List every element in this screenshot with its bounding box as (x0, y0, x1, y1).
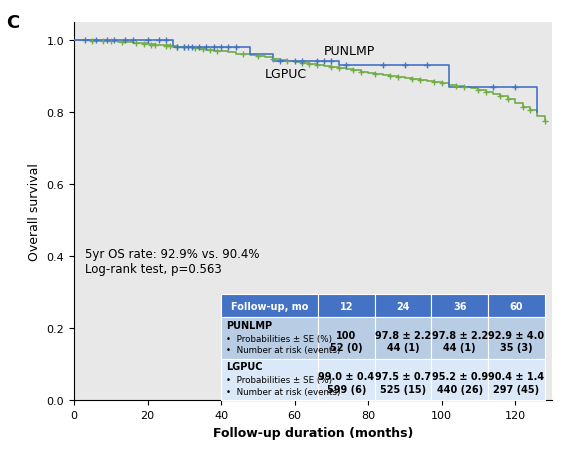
Text: 92.9 ± 4.0: 92.9 ± 4.0 (488, 330, 545, 340)
Bar (318, 359, 375, 400)
Bar (375, 359, 431, 400)
Bar (318, 318, 375, 359)
Bar (221, 359, 318, 400)
Bar (375, 318, 431, 359)
Bar (221, 294, 318, 318)
Bar (488, 318, 545, 359)
Text: 12: 12 (340, 301, 353, 311)
Text: •  Number at risk (events): • Number at risk (events) (226, 387, 340, 396)
Text: PUNLMP: PUNLMP (324, 45, 375, 57)
Bar (431, 318, 488, 359)
Text: 52 (0): 52 (0) (330, 343, 362, 353)
Text: 36: 36 (453, 301, 467, 311)
Text: Follow-up, mo: Follow-up, mo (231, 301, 308, 311)
Bar (431, 294, 488, 318)
Text: 97.8 ± 2.2: 97.8 ± 2.2 (375, 330, 431, 340)
Text: •  Probabilities ± SE (%): • Probabilities ± SE (%) (226, 334, 332, 343)
Text: 95.2 ± 0.9: 95.2 ± 0.9 (431, 371, 488, 381)
Bar (488, 359, 545, 400)
Text: 440 (26): 440 (26) (436, 384, 483, 394)
Text: 5yr OS rate: 92.9% vs. 90.4%
Log-rank test, p=0.563: 5yr OS rate: 92.9% vs. 90.4% Log-rank te… (85, 248, 259, 275)
Text: 90.4 ± 1.4: 90.4 ± 1.4 (488, 371, 545, 381)
Text: 100: 100 (336, 330, 357, 340)
Text: 297 (45): 297 (45) (493, 384, 539, 394)
Text: LGPUC: LGPUC (226, 361, 262, 371)
Text: PUNLMP: PUNLMP (226, 320, 272, 330)
Text: •  Probabilities ± SE (%): • Probabilities ± SE (%) (226, 375, 332, 384)
Text: 35 (3): 35 (3) (500, 343, 533, 353)
Y-axis label: Overall survival: Overall survival (28, 163, 41, 260)
Bar (431, 359, 488, 400)
Text: 44 (1): 44 (1) (443, 343, 476, 353)
Bar (375, 294, 431, 318)
Bar (221, 318, 318, 359)
Text: 24: 24 (396, 301, 410, 311)
Bar (488, 294, 545, 318)
Text: 599 (6): 599 (6) (327, 384, 366, 394)
Text: 97.8 ± 2.2: 97.8 ± 2.2 (431, 330, 488, 340)
Text: •  Number at risk (events): • Number at risk (events) (226, 345, 340, 354)
Text: 97.5 ± 0.7: 97.5 ± 0.7 (375, 371, 431, 381)
Text: 44 (1): 44 (1) (387, 343, 419, 353)
X-axis label: Follow-up duration (months): Follow-up duration (months) (213, 425, 413, 439)
Text: C: C (6, 14, 19, 31)
Text: 525 (15): 525 (15) (380, 384, 426, 394)
Text: 99.0 ± 0.4: 99.0 ± 0.4 (318, 371, 374, 381)
Text: 60: 60 (509, 301, 523, 311)
Text: LGPUC: LGPUC (265, 67, 307, 81)
Bar (318, 294, 375, 318)
